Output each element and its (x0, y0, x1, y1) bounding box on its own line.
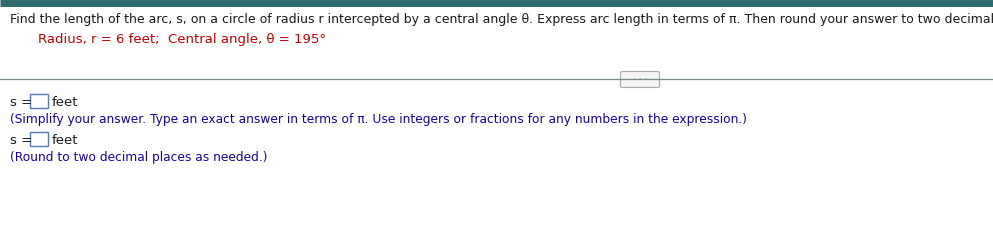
Text: s =: s = (10, 96, 32, 109)
Text: · · ·: · · · (633, 74, 647, 83)
FancyBboxPatch shape (621, 72, 659, 87)
Text: (Simplify your answer. Type an exact answer in terms of π. Use integers or fract: (Simplify your answer. Type an exact ans… (10, 113, 747, 126)
Text: feet: feet (52, 134, 78, 147)
Text: Find the length of the arc, s, on a circle of radius r intercepted by a central : Find the length of the arc, s, on a circ… (10, 13, 993, 26)
Text: feet: feet (52, 96, 78, 109)
Text: s =: s = (10, 134, 32, 147)
Text: Radius, r = 6 feet;  Central angle, θ = 195°: Radius, r = 6 feet; Central angle, θ = 1… (38, 33, 326, 46)
FancyBboxPatch shape (30, 94, 48, 108)
FancyBboxPatch shape (30, 132, 48, 146)
Text: (Round to two decimal places as needed.): (Round to two decimal places as needed.) (10, 151, 267, 164)
